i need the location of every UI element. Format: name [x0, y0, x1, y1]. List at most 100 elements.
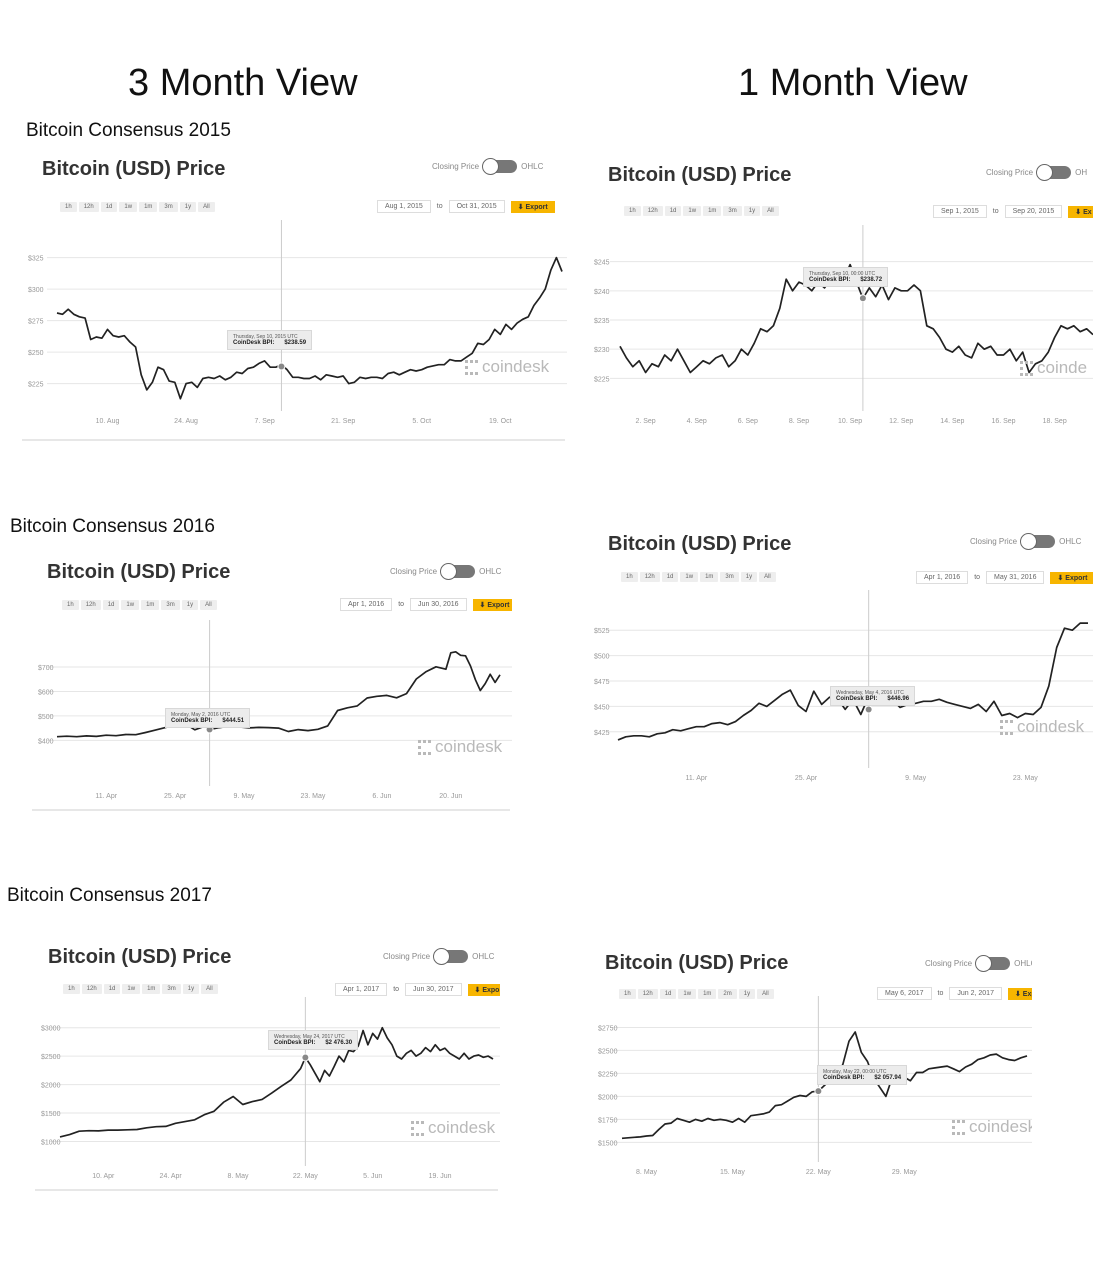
toggle-switch[interactable] — [975, 955, 1011, 972]
range-button-1w[interactable]: 1w — [122, 984, 141, 994]
export-button[interactable]: ⬇ Export — [472, 598, 512, 611]
toggle-switch[interactable] — [482, 158, 518, 175]
range-button-2m[interactable]: 2m — [718, 989, 737, 999]
range-button-3m[interactable]: 3m — [720, 572, 739, 582]
range-button-3m[interactable]: 3m — [723, 206, 742, 216]
range-button-All[interactable]: All — [198, 202, 215, 212]
toggle-switch[interactable] — [433, 948, 469, 965]
export-button[interactable]: ⬇ Export — [1050, 571, 1093, 584]
range-button-3m[interactable]: 3m — [159, 202, 178, 212]
range-button-12h[interactable]: 12h — [642, 206, 663, 216]
date-to-input[interactable]: Jun 30, 2017 — [405, 983, 462, 996]
range-button-3m[interactable]: 3m — [162, 984, 181, 994]
x-tick-label: 9. May — [905, 775, 927, 782]
range-button-12h[interactable]: 12h — [637, 989, 658, 999]
highlight-point[interactable] — [858, 294, 867, 303]
price-series-line — [59, 1026, 494, 1138]
y-tick-label: $1750 — [598, 1117, 618, 1124]
range-button-1y[interactable]: 1y — [740, 572, 758, 582]
range-button-1w[interactable]: 1w — [683, 206, 702, 216]
range-button-1h[interactable]: 1h — [624, 206, 641, 216]
y-tick-label: $1500 — [598, 1140, 618, 1147]
date-from-input[interactable]: Apr 1, 2016 — [916, 571, 969, 584]
range-button-1w[interactable]: 1w — [678, 989, 697, 999]
date-from-input[interactable]: Apr 1, 2016 — [340, 598, 393, 611]
export-button[interactable]: ⬇ Ex — [1068, 205, 1093, 218]
export-button[interactable]: ⬇ Export — [510, 200, 555, 213]
range-button-1m[interactable]: 1m — [142, 984, 161, 994]
range-button-1y[interactable]: 1y — [738, 989, 756, 999]
range-button-1d[interactable]: 1d — [664, 206, 682, 216]
range-button-12h[interactable]: 12h — [80, 600, 101, 610]
highlight-point[interactable] — [301, 1053, 310, 1062]
range-button-1d[interactable]: 1d — [659, 989, 677, 999]
date-to-input[interactable]: Jun 2, 2017 — [949, 987, 1002, 1000]
date-to-input[interactable]: Sep 20, 2015 — [1004, 205, 1063, 218]
range-button-1y[interactable]: 1y — [179, 202, 197, 212]
y-tick-label: $525 — [594, 628, 610, 635]
range-button-1d[interactable]: 1d — [103, 984, 121, 994]
toggle-switch[interactable] — [440, 563, 476, 580]
range-button-All[interactable]: All — [762, 206, 779, 216]
range-button-1m[interactable]: 1m — [141, 600, 160, 610]
export-button[interactable]: ⬇ Export — [467, 983, 500, 996]
range-button-1d[interactable]: 1d — [102, 600, 120, 610]
range-button-1w[interactable]: 1w — [119, 202, 138, 212]
x-tick-label: 8. May — [636, 1169, 658, 1176]
tooltip-value: $238.72 — [860, 277, 883, 283]
range-button-1y[interactable]: 1y — [743, 206, 761, 216]
coindesk-logo: coinde — [1020, 358, 1087, 378]
highlight-point[interactable] — [814, 1087, 823, 1096]
range-button-All[interactable]: All — [757, 989, 774, 999]
y-tick-label: $500 — [38, 714, 54, 721]
range-button-1h[interactable]: 1h — [63, 984, 80, 994]
coindesk-logo-text: coinde — [1037, 358, 1088, 377]
highlight-point[interactable] — [864, 705, 873, 714]
toggle-switch[interactable] — [1020, 533, 1056, 550]
date-to-input[interactable]: Jun 30, 2016 — [410, 598, 467, 611]
date-from-input[interactable]: May 6, 2017 — [877, 987, 932, 1000]
date-from-input[interactable]: Aug 1, 2015 — [377, 200, 431, 213]
y-tick-label: $2500 — [41, 1054, 61, 1061]
range-button-1m[interactable]: 1m — [139, 202, 158, 212]
range-button-12h[interactable]: 12h — [78, 202, 99, 212]
range-button-1d[interactable]: 1d — [661, 572, 679, 582]
range-button-1w[interactable]: 1w — [680, 572, 699, 582]
y-tick-label: $400 — [38, 738, 54, 745]
range-button-1h[interactable]: 1h — [62, 600, 79, 610]
chart-title: Bitcoin (USD) Price — [42, 158, 226, 180]
range-button-1y[interactable]: 1y — [182, 984, 200, 994]
download-arrow-icon: ⬇ — [1075, 208, 1084, 216]
date-to-input[interactable]: May 31, 2016 — [986, 571, 1045, 584]
range-button-1h[interactable]: 1h — [621, 572, 638, 582]
date-from-input[interactable]: Sep 1, 2015 — [933, 205, 987, 218]
export-button[interactable]: ⬇ Export — [1007, 987, 1032, 1000]
x-tick-label: 8. Sep — [789, 418, 809, 425]
range-button-1d[interactable]: 1d — [100, 202, 118, 212]
tooltip-date: Wednesday, May 24, 2017 UTC — [274, 1034, 345, 1040]
range-button-12h[interactable]: 12h — [81, 984, 102, 994]
y-tick-label: $425 — [594, 730, 610, 737]
y-tick-label: $600 — [38, 689, 54, 696]
toggle-switch[interactable] — [1036, 164, 1072, 181]
range-button-All[interactable]: All — [200, 600, 217, 610]
range-button-All[interactable]: All — [201, 984, 218, 994]
range-button-3m[interactable]: 3m — [161, 600, 180, 610]
range-button-1m[interactable]: 1m — [698, 989, 717, 999]
y-tick-label: $2500 — [598, 1048, 618, 1055]
toggle-label-closing: Closing Price — [986, 168, 1034, 177]
range-button-12h[interactable]: 12h — [639, 572, 660, 582]
range-button-1m[interactable]: 1m — [703, 206, 722, 216]
date-to-input[interactable]: Oct 31, 2015 — [448, 200, 505, 213]
date-from-input[interactable]: Apr 1, 2017 — [335, 983, 388, 996]
highlight-point[interactable] — [277, 362, 286, 371]
range-button-1w[interactable]: 1w — [121, 600, 140, 610]
range-button-1h[interactable]: 1h — [619, 989, 636, 999]
range-button-1h[interactable]: 1h — [60, 202, 77, 212]
range-button-1m[interactable]: 1m — [700, 572, 719, 582]
range-button-All[interactable]: All — [759, 572, 776, 582]
x-tick-label: 11. Apr — [95, 793, 117, 800]
range-button-1y[interactable]: 1y — [181, 600, 199, 610]
